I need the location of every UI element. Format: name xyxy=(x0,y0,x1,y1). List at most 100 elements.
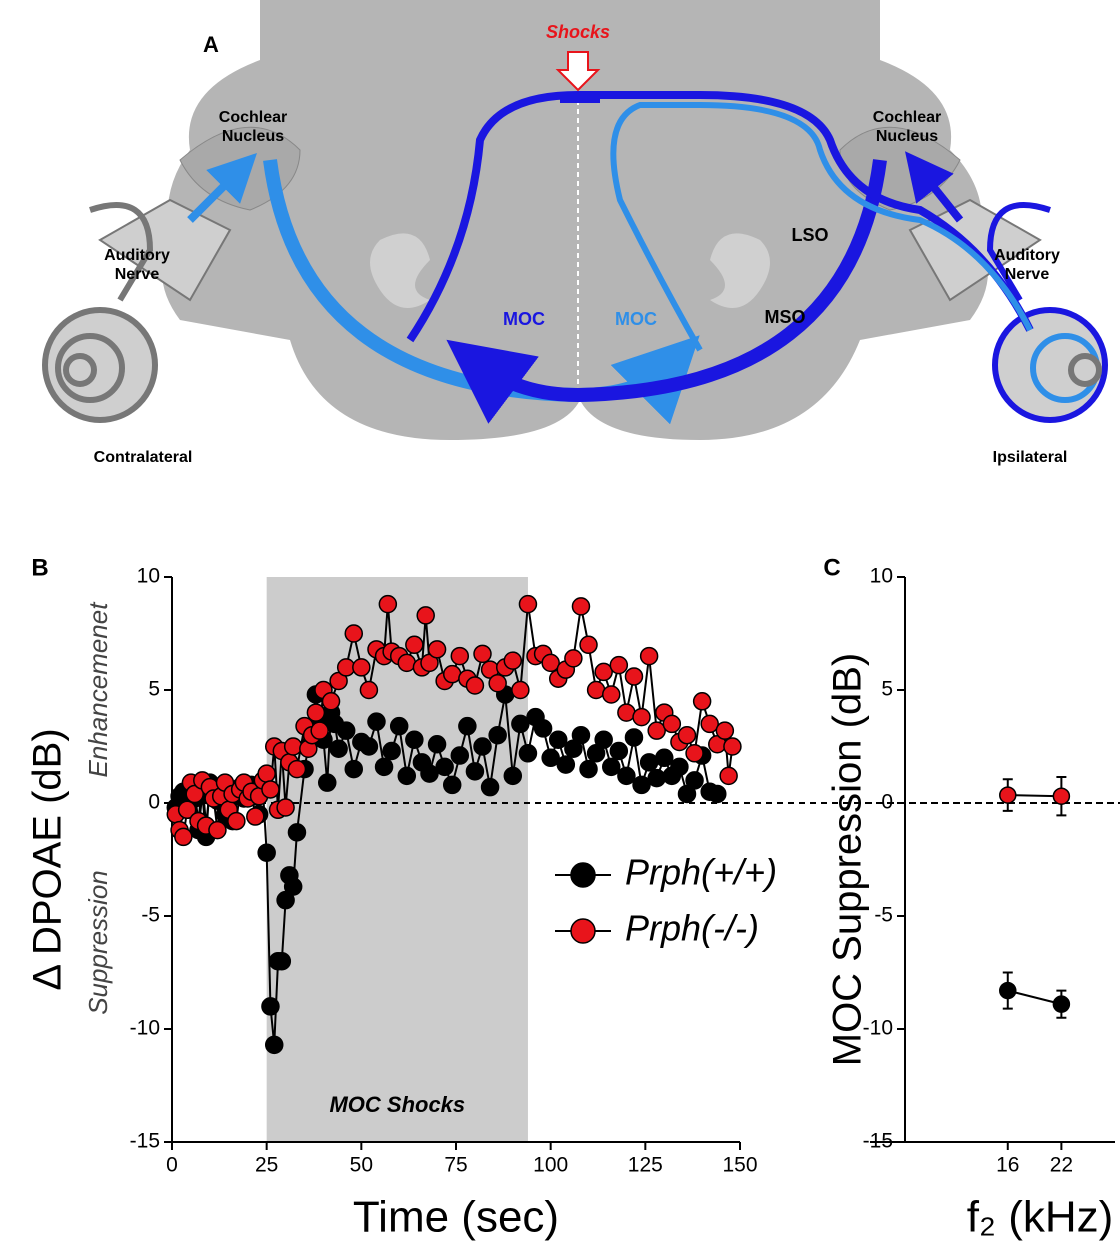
shock-arrow xyxy=(555,51,601,92)
data-point xyxy=(318,773,337,792)
data-point xyxy=(352,658,371,677)
label: LSO xyxy=(791,225,828,245)
ipsi-pathway xyxy=(446,159,887,424)
label: Ipsilateral xyxy=(993,449,1068,466)
data-point xyxy=(442,664,462,684)
data-point xyxy=(450,746,470,765)
data-point xyxy=(518,594,538,614)
data-point xyxy=(359,680,379,700)
y-tick-label: -15 xyxy=(130,1130,160,1153)
data-point xyxy=(257,843,276,862)
data-point xyxy=(321,692,341,711)
y-tick-label: -10 xyxy=(863,1017,893,1040)
data-point xyxy=(465,762,485,781)
data-point xyxy=(283,737,303,756)
data-point xyxy=(541,748,560,768)
data-point xyxy=(677,725,697,745)
x-tick-label: 100 xyxy=(533,1154,568,1177)
y-tick-label: 10 xyxy=(137,565,160,588)
x-tick-label: 25 xyxy=(255,1154,278,1177)
data-point xyxy=(571,597,591,616)
data-point xyxy=(1052,787,1071,805)
data-point xyxy=(405,635,424,655)
ipsi-nerve-arrow xyxy=(905,151,964,223)
data-point xyxy=(655,748,674,768)
data-point xyxy=(473,737,492,756)
data-point xyxy=(264,1035,284,1055)
y-tick-label: 5 xyxy=(148,678,160,701)
data-point xyxy=(685,744,704,763)
data-point xyxy=(261,780,280,799)
data-point xyxy=(670,757,689,777)
x-axis-label: f₂ (kHz) xyxy=(967,1193,1114,1242)
data-point xyxy=(594,730,613,749)
data-point xyxy=(503,766,523,786)
data-point xyxy=(571,725,591,745)
x-tick-label: 0 xyxy=(166,1154,178,1177)
data-point xyxy=(246,807,265,826)
data-point xyxy=(287,823,307,842)
data-point xyxy=(465,676,485,695)
data-point xyxy=(488,673,507,693)
y-tick-label: 10 xyxy=(870,565,893,588)
data-point xyxy=(602,685,621,704)
data-point xyxy=(518,744,538,763)
data-point xyxy=(647,768,666,788)
data-point xyxy=(177,800,197,820)
right-cochlea xyxy=(986,202,1108,423)
data-point xyxy=(564,649,583,668)
shocks-label: Shocks xyxy=(546,22,610,42)
data-point xyxy=(174,827,193,847)
data-point xyxy=(617,703,636,722)
data-point xyxy=(579,759,598,779)
label: Auditory xyxy=(994,247,1060,264)
data-point xyxy=(511,680,530,700)
data-point xyxy=(617,766,636,786)
data-point xyxy=(382,741,401,761)
label: Auditory xyxy=(104,247,170,264)
x-tick-label: 150 xyxy=(722,1154,757,1177)
panel-label: C xyxy=(823,554,840,581)
data-point xyxy=(480,777,500,797)
data-point xyxy=(632,707,651,727)
data-point xyxy=(283,877,303,896)
series-line xyxy=(1007,794,1062,798)
data-point xyxy=(503,651,523,670)
legend-label: Prph(-/-) xyxy=(625,908,759,949)
y-axis-label: Δ DPOAE (dB) xyxy=(26,728,70,990)
data-point xyxy=(344,759,364,779)
data-point xyxy=(533,719,553,738)
label: Nerve xyxy=(115,266,160,283)
right-olive xyxy=(710,233,770,308)
moc-pathway-dark xyxy=(406,91,1034,343)
label: Cochlear xyxy=(219,109,287,126)
annotation: Suppression xyxy=(83,870,113,1015)
data-point xyxy=(999,786,1017,804)
data-point xyxy=(442,775,462,795)
data-point xyxy=(427,640,447,659)
data-point xyxy=(715,721,735,740)
label: Nucleus xyxy=(222,128,284,145)
moc-pathway-light xyxy=(610,102,1033,352)
data-point xyxy=(420,764,439,783)
data-point xyxy=(427,734,447,754)
y-tick-label: -5 xyxy=(141,904,160,927)
data-point xyxy=(450,646,470,666)
data-point xyxy=(405,730,424,749)
data-point xyxy=(556,755,576,774)
x-tick-label: 75 xyxy=(444,1154,467,1177)
label: Nucleus xyxy=(876,128,938,145)
data-point xyxy=(541,653,560,673)
legend-label: Prph(+/+) xyxy=(625,852,777,893)
data-point xyxy=(397,653,417,673)
data-point xyxy=(719,766,738,786)
data-point xyxy=(435,757,454,777)
left-cochlea xyxy=(42,202,158,423)
data-point xyxy=(999,981,1017,1000)
data-point xyxy=(272,951,292,971)
data-point xyxy=(624,728,644,747)
data-point xyxy=(306,703,326,722)
data-point xyxy=(389,716,409,736)
